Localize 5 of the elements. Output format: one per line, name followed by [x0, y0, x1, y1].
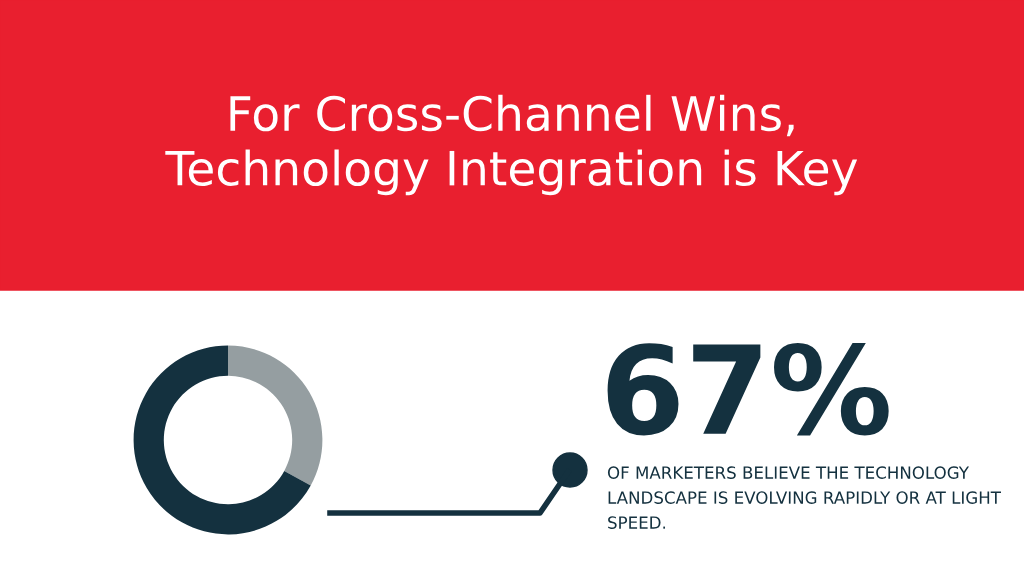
donut-slice	[228, 345, 323, 486]
text: For Cross-Channel Wins, Technology Integration is Key	[165, 94, 858, 196]
donut-slice	[133, 345, 311, 535]
text: OF MARKETERS BELIEVE THE TECHNOLOGY LANDSCAPE IS EVOLVING RAPIDLY OR AT LIGHT SPEED.	[607, 466, 1001, 529]
text: 67%	[607, 343, 889, 436]
